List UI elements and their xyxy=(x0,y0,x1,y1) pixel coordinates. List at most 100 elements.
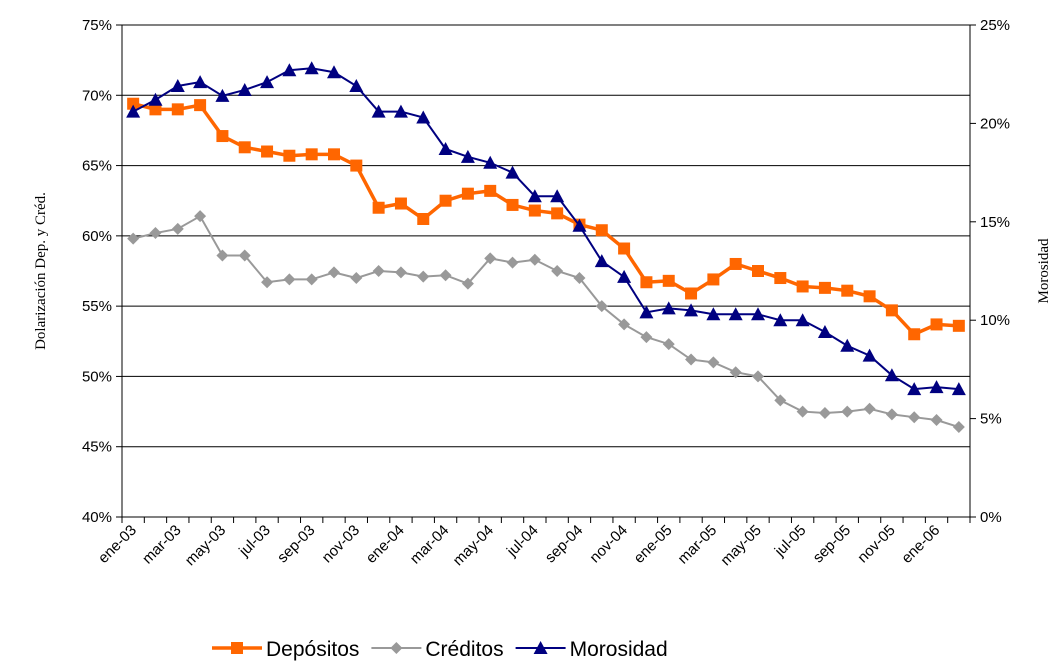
marker xyxy=(885,304,898,317)
marker xyxy=(483,155,498,169)
marker xyxy=(304,61,319,75)
marker xyxy=(752,265,764,277)
marker xyxy=(728,307,743,321)
marker xyxy=(170,79,185,93)
marker xyxy=(238,141,251,154)
marker xyxy=(438,141,453,155)
marker xyxy=(528,253,541,266)
marker xyxy=(573,272,586,285)
x-tick-label: nov-05 xyxy=(854,522,898,566)
marker xyxy=(127,97,140,110)
marker xyxy=(171,103,184,116)
legend-label: Depósitos xyxy=(266,638,359,661)
marker xyxy=(390,642,403,654)
marker xyxy=(707,273,720,286)
marker xyxy=(261,145,274,158)
marker xyxy=(818,281,831,294)
marker xyxy=(795,313,810,327)
x-tick-label: jul-04 xyxy=(503,522,542,561)
marker xyxy=(841,405,854,418)
marker xyxy=(551,207,564,220)
y-tick-label: 60% xyxy=(82,228,112,245)
y2-tick-label: 25% xyxy=(980,17,1010,34)
marker xyxy=(149,227,162,240)
marker xyxy=(551,265,564,277)
x-tick-label: nov-03 xyxy=(319,522,363,566)
marker xyxy=(282,63,297,77)
marker xyxy=(907,382,922,396)
marker xyxy=(930,414,943,427)
marker xyxy=(171,222,184,235)
marker xyxy=(372,265,385,277)
marker xyxy=(394,266,407,279)
marker xyxy=(194,210,207,223)
marker xyxy=(439,194,452,207)
marker xyxy=(393,104,408,118)
legend-label: Morosidad xyxy=(570,638,668,661)
marker xyxy=(231,642,243,654)
marker xyxy=(774,272,787,285)
marker xyxy=(684,303,699,317)
marker xyxy=(261,276,274,289)
marker xyxy=(908,328,921,341)
marker xyxy=(350,272,363,285)
marker xyxy=(796,405,809,418)
marker xyxy=(640,331,653,344)
y-tick-label: 65% xyxy=(82,158,112,175)
marker xyxy=(685,353,698,366)
marker xyxy=(729,257,742,270)
series-line xyxy=(132,214,960,428)
x-tick-label: may-04 xyxy=(450,522,497,569)
marker xyxy=(774,394,787,407)
x-tick-label: jul-05 xyxy=(771,522,810,561)
marker xyxy=(862,348,877,362)
marker xyxy=(305,273,318,286)
marker xyxy=(930,318,943,331)
marker xyxy=(305,148,318,161)
y2-axis-label: Morosidad xyxy=(1036,238,1052,303)
y2-tick-label: 10% xyxy=(980,312,1010,329)
x-tick-label: jul-03 xyxy=(235,522,274,561)
marker xyxy=(417,270,430,283)
marker xyxy=(929,380,944,394)
marker xyxy=(685,287,698,300)
marker xyxy=(662,338,675,351)
marker xyxy=(216,130,229,143)
marker xyxy=(618,242,631,255)
marker xyxy=(237,82,252,96)
marker xyxy=(461,277,474,290)
legend-label: Créditos xyxy=(425,638,503,661)
marker xyxy=(460,149,475,163)
y-tick-label: 45% xyxy=(82,439,112,456)
marker xyxy=(796,280,809,293)
x-tick-label: mar-04 xyxy=(407,522,453,568)
marker xyxy=(328,148,340,161)
marker xyxy=(127,232,140,245)
marker xyxy=(618,318,631,331)
marker xyxy=(238,249,251,262)
marker xyxy=(461,187,474,200)
y-tick-label: 70% xyxy=(82,87,112,104)
marker xyxy=(707,356,720,369)
y2-tick-label: 15% xyxy=(980,214,1010,231)
x-tick-label: may-05 xyxy=(717,522,764,569)
x-tick-label: sep-03 xyxy=(274,522,318,566)
marker xyxy=(416,110,431,124)
y2-tick-label: 5% xyxy=(980,411,1002,428)
y2-tick-label: 0% xyxy=(980,509,1002,526)
marker xyxy=(506,256,519,269)
marker xyxy=(952,421,965,434)
marker xyxy=(817,325,832,339)
marker xyxy=(640,276,653,289)
marker xyxy=(729,366,742,379)
marker xyxy=(550,189,565,203)
marker xyxy=(952,319,965,332)
x-tick-label: ene-04 xyxy=(363,522,408,567)
marker xyxy=(951,382,966,396)
marker xyxy=(327,65,341,79)
marker xyxy=(328,266,340,279)
marker xyxy=(818,406,831,419)
marker xyxy=(884,368,899,382)
marker xyxy=(216,249,229,262)
marker xyxy=(773,313,788,327)
